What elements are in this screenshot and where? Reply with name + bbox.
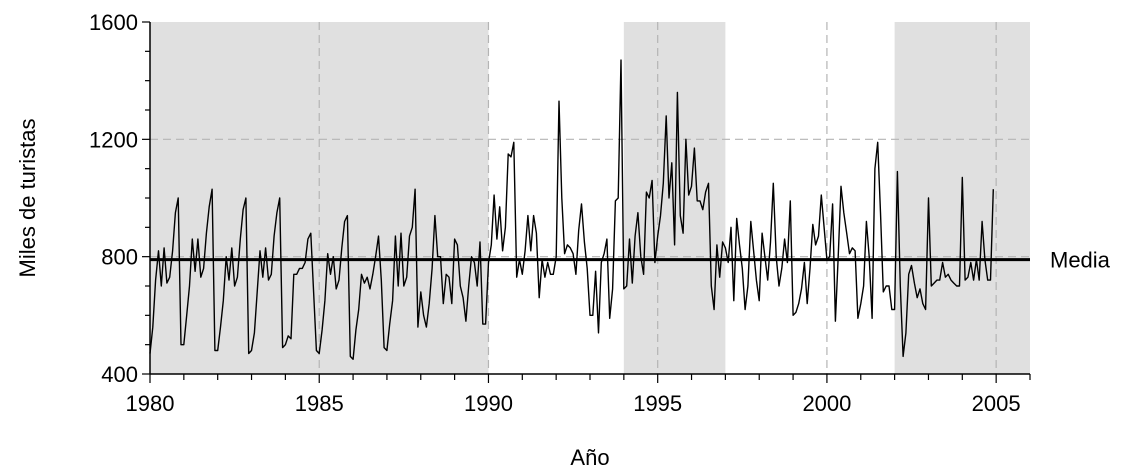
shaded-period	[623, 22, 726, 374]
x-tick-label: 1980	[126, 391, 175, 416]
series	[149, 59, 994, 360]
x-tick-label: 2005	[972, 391, 1021, 416]
y-tick-label: 1600	[89, 10, 138, 35]
mean-line-label: Media	[1050, 248, 1111, 273]
reference-line-group: Media	[150, 248, 1111, 273]
axis-ticks	[142, 21, 1031, 383]
x-tick-label: 1985	[295, 391, 344, 416]
y-axis-title: Miles de turistas	[15, 119, 40, 278]
tick-labels: 1980 1985 1990 1995 2000 2005 400 800 1200 1600	[89, 10, 1021, 416]
grid-lines	[150, 22, 1030, 374]
y-tick-label: 1200	[89, 127, 138, 152]
x-tick-label: 2000	[802, 391, 851, 416]
y-tick-label: 400	[101, 362, 138, 387]
x-axis-title: Año	[570, 445, 609, 470]
x-tick-label: 1995	[633, 391, 682, 416]
series-line	[149, 59, 994, 360]
y-tick-label: 800	[101, 245, 138, 270]
x-tick-label: 1990	[464, 391, 513, 416]
